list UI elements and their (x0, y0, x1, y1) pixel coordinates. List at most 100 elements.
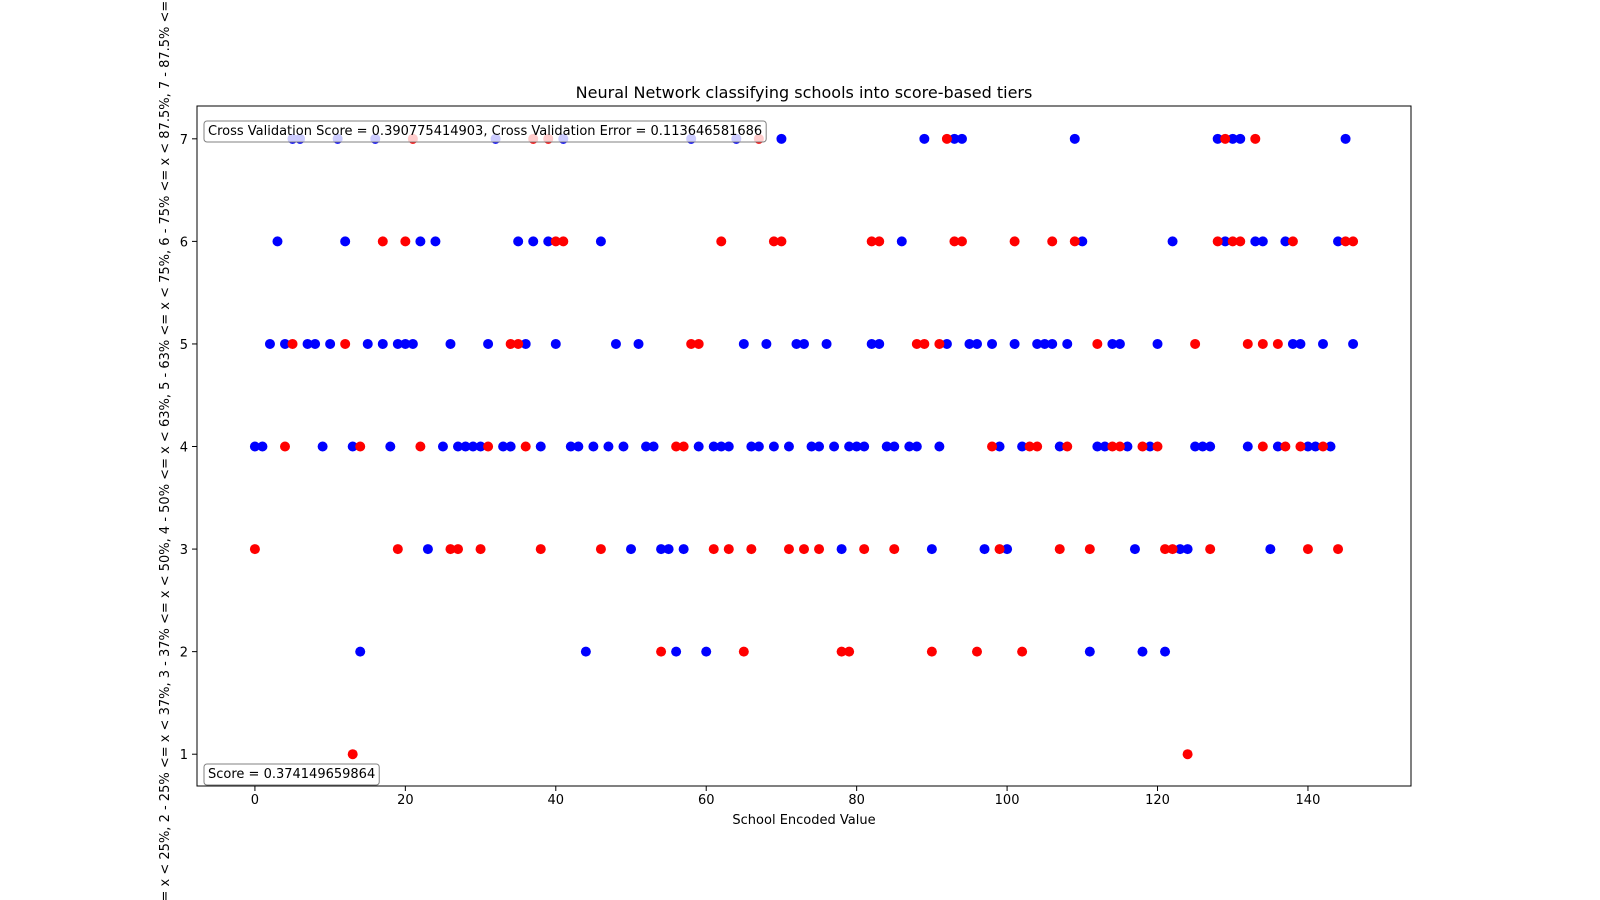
point (460, 441, 471, 452)
point (1167, 544, 1178, 555)
point (1205, 441, 1216, 452)
point (1054, 441, 1065, 452)
point (1009, 338, 1020, 349)
point (806, 441, 817, 452)
point (949, 236, 960, 247)
point (468, 441, 479, 452)
point (347, 749, 358, 760)
point (505, 441, 516, 452)
point (1160, 646, 1171, 657)
point (453, 544, 464, 555)
point (340, 338, 351, 349)
point (814, 544, 825, 555)
point (1348, 338, 1359, 349)
y-tick-label: 6 (180, 235, 188, 250)
point (1220, 133, 1231, 144)
point (1152, 441, 1163, 452)
point (1333, 544, 1344, 555)
point (1107, 338, 1118, 349)
chart-title: Neural Network classifying schools into … (576, 83, 1033, 102)
point (325, 338, 336, 349)
point (851, 441, 862, 452)
x-tick-label: 60 (698, 793, 715, 808)
y-tick-label: 3 (180, 543, 188, 558)
point (1325, 441, 1336, 452)
point (392, 544, 403, 555)
point (513, 236, 524, 247)
point (377, 338, 388, 349)
point (1197, 441, 1208, 452)
point (280, 441, 291, 452)
point (979, 544, 990, 555)
point (1032, 338, 1043, 349)
point (377, 236, 388, 247)
point (528, 236, 539, 247)
point (768, 236, 779, 247)
point (1062, 441, 1073, 452)
point (971, 646, 982, 657)
point (783, 441, 794, 452)
x-tick-label: 80 (848, 793, 865, 808)
point (656, 646, 667, 657)
point (1002, 544, 1013, 555)
annotation: Score = 0.374149659864 (203, 763, 380, 786)
point (272, 236, 283, 247)
point (1227, 133, 1238, 144)
point (1340, 133, 1351, 144)
point (1333, 236, 1344, 247)
point (746, 441, 757, 452)
y-tick-label: 5 (180, 338, 188, 353)
point (994, 441, 1005, 452)
point (1092, 441, 1103, 452)
point (415, 441, 426, 452)
point (723, 441, 734, 452)
point (1265, 544, 1276, 555)
point (1084, 544, 1095, 555)
point (1272, 441, 1283, 452)
point (746, 544, 757, 555)
point (1242, 441, 1253, 452)
point (1122, 441, 1133, 452)
x-tick-label: 20 (397, 793, 414, 808)
point (987, 441, 998, 452)
point (956, 236, 967, 247)
point (520, 338, 531, 349)
x-tick-label: 100 (995, 793, 1020, 808)
point (911, 338, 922, 349)
point (1257, 236, 1268, 247)
point (573, 441, 584, 452)
point (483, 338, 494, 349)
point (859, 441, 870, 452)
point (1137, 441, 1148, 452)
point (1242, 338, 1253, 349)
point (565, 441, 576, 452)
point (738, 646, 749, 657)
point (686, 338, 697, 349)
point (693, 338, 704, 349)
point (829, 441, 840, 452)
point (1062, 338, 1073, 349)
point (1114, 338, 1125, 349)
point (723, 544, 734, 555)
point (1054, 544, 1065, 555)
point (866, 236, 877, 247)
point (1175, 544, 1186, 555)
point (881, 441, 892, 452)
point (926, 646, 937, 657)
point (889, 441, 900, 452)
point (836, 544, 847, 555)
point (859, 544, 870, 555)
point (716, 441, 727, 452)
point (437, 441, 448, 452)
y-tick-label: 2 (180, 646, 188, 661)
point (678, 544, 689, 555)
point (776, 236, 787, 247)
point (475, 544, 486, 555)
point (1137, 646, 1148, 657)
point (317, 441, 328, 452)
point (407, 338, 418, 349)
point (1250, 236, 1261, 247)
point (1220, 236, 1231, 247)
